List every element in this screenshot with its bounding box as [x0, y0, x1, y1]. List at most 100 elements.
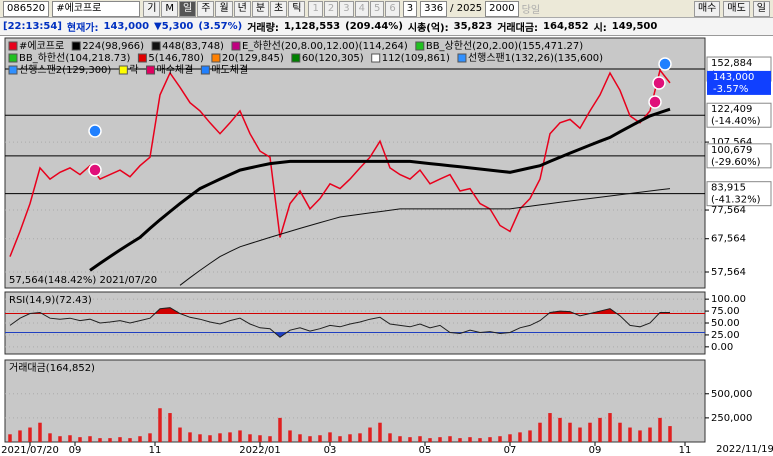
- legend-label: 락: [129, 64, 138, 76]
- volume-bar: [328, 432, 332, 442]
- volume-bar: [258, 435, 262, 442]
- current-price-box: [707, 70, 771, 95]
- volume-bar: [238, 430, 242, 442]
- legend-swatch: [457, 53, 467, 63]
- volume-bar: [128, 438, 132, 442]
- chart: 2022/11/19 57,564 67,564 77,564 107,564 152,…: [0, 36, 773, 456]
- volume-bar: [108, 438, 112, 442]
- level-label: 83,915: [711, 183, 746, 194]
- code-input[interactable]: 086520: [3, 0, 50, 17]
- x-tick-label: 05: [419, 445, 432, 456]
- interval-select[interactable]: 3: [402, 0, 418, 17]
- legend-label: 5(146,780): [148, 53, 204, 64]
- period-button[interactable]: 월: [215, 0, 233, 17]
- period-button[interactable]: 분: [251, 0, 270, 17]
- series-line: [179, 188, 671, 286]
- volume-bar: [158, 408, 162, 442]
- period-button[interactable]: 주: [197, 0, 215, 17]
- legend-swatch: [231, 41, 241, 51]
- level-label-bg: [706, 143, 772, 169]
- cap-label: 시총(억):: [407, 23, 449, 34]
- period-button[interactable]: M: [161, 0, 179, 17]
- volume-bar: [538, 422, 542, 442]
- volume-bar: [668, 426, 672, 442]
- legend-label: 448(83,748): [162, 41, 224, 52]
- volume-bar: [178, 427, 182, 442]
- buy-button[interactable]: 매수: [693, 0, 721, 17]
- legend-swatch: [118, 65, 128, 75]
- number-button[interactable]: 3: [339, 0, 354, 17]
- volume-bar: [398, 436, 402, 442]
- legend-swatch: [211, 53, 221, 63]
- volume-bar: [18, 430, 22, 442]
- number-button[interactable]: 5: [369, 0, 385, 17]
- legend-swatch: [8, 65, 18, 75]
- volume-bar: [338, 436, 342, 442]
- number-button[interactable]: 1: [308, 0, 323, 17]
- volume-bar: [218, 433, 222, 442]
- number-button[interactable]: 2: [323, 0, 339, 17]
- plot: [5, 298, 705, 348]
- period-button[interactable]: 틱: [288, 0, 306, 17]
- volume-bar: [318, 435, 322, 442]
- level-label: 122,409: [711, 104, 752, 115]
- legend-swatch: [146, 65, 156, 75]
- volume-bar: [518, 432, 522, 442]
- legend-swatch: [151, 41, 161, 51]
- period-button[interactable]: 기: [143, 0, 161, 17]
- level-label: 152,884: [711, 58, 752, 69]
- x-tick-label: 09: [589, 445, 602, 456]
- price: 143,000: [103, 21, 150, 32]
- current-change: -3.57%: [713, 84, 748, 95]
- period-select[interactable]: 일: [752, 0, 770, 17]
- name-input[interactable]: #에코프로: [52, 0, 141, 17]
- y-tick-label: 250,000: [711, 413, 752, 424]
- panel-background: [4, 37, 706, 289]
- volume: 1,128,553: [283, 21, 341, 32]
- number-button[interactable]: 6: [385, 0, 400, 17]
- volume-bar: [78, 437, 82, 442]
- period-button[interactable]: 초: [270, 0, 288, 17]
- volume-bar: [278, 417, 282, 442]
- zoom-input[interactable]: 2000: [485, 0, 519, 17]
- level-change: (-29.60%): [711, 157, 761, 168]
- legend-label: 선행스팬1(132,26)(135,600): [468, 52, 603, 64]
- period-button[interactable]: 일: [179, 0, 197, 17]
- sell-button[interactable]: 매도: [723, 0, 750, 17]
- count-input[interactable]: 336: [420, 0, 448, 17]
- legend-swatch: [71, 41, 81, 51]
- volume-bar: [68, 435, 72, 442]
- y-tick-label: 107,564: [711, 137, 752, 148]
- legend-swatch: [137, 53, 147, 63]
- x-tick-label: 11: [679, 445, 692, 456]
- change-pct: (3.57%): [198, 21, 243, 32]
- volume-bar: [458, 438, 462, 442]
- legend-label: E_하한선(20,8.00,12.00)(114,264): [242, 39, 408, 52]
- volume-bar: [98, 438, 102, 442]
- volume-bar: [498, 436, 502, 442]
- legend-swatch: [8, 53, 18, 63]
- volume-bar: [568, 422, 572, 442]
- volume-bar: [368, 427, 372, 442]
- volume-bar: [48, 433, 52, 442]
- today-check[interactable]: 당일: [521, 5, 541, 16]
- volume-bar: [548, 413, 552, 442]
- volume-bar: [408, 437, 412, 442]
- legend-label: 224(98,966): [82, 41, 144, 52]
- change: ▼5,300: [154, 21, 194, 32]
- series-line: [89, 107, 671, 272]
- period-button[interactable]: 년: [233, 0, 251, 17]
- y-tick-label: 500,000: [711, 389, 752, 400]
- volume-bar: [418, 436, 422, 442]
- volume-bar: [598, 417, 602, 442]
- volume-bar: [438, 437, 442, 442]
- trade-marker: [88, 163, 102, 177]
- number-button[interactable]: 4: [354, 0, 369, 17]
- open-label: 시:: [593, 23, 607, 34]
- volume-bar: [448, 436, 452, 442]
- legend-label: #에코프로: [19, 40, 64, 52]
